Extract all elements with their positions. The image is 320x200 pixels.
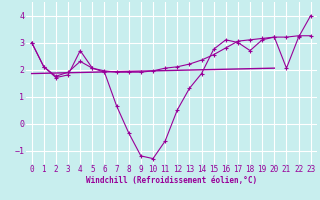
X-axis label: Windchill (Refroidissement éolien,°C): Windchill (Refroidissement éolien,°C) bbox=[86, 176, 257, 185]
